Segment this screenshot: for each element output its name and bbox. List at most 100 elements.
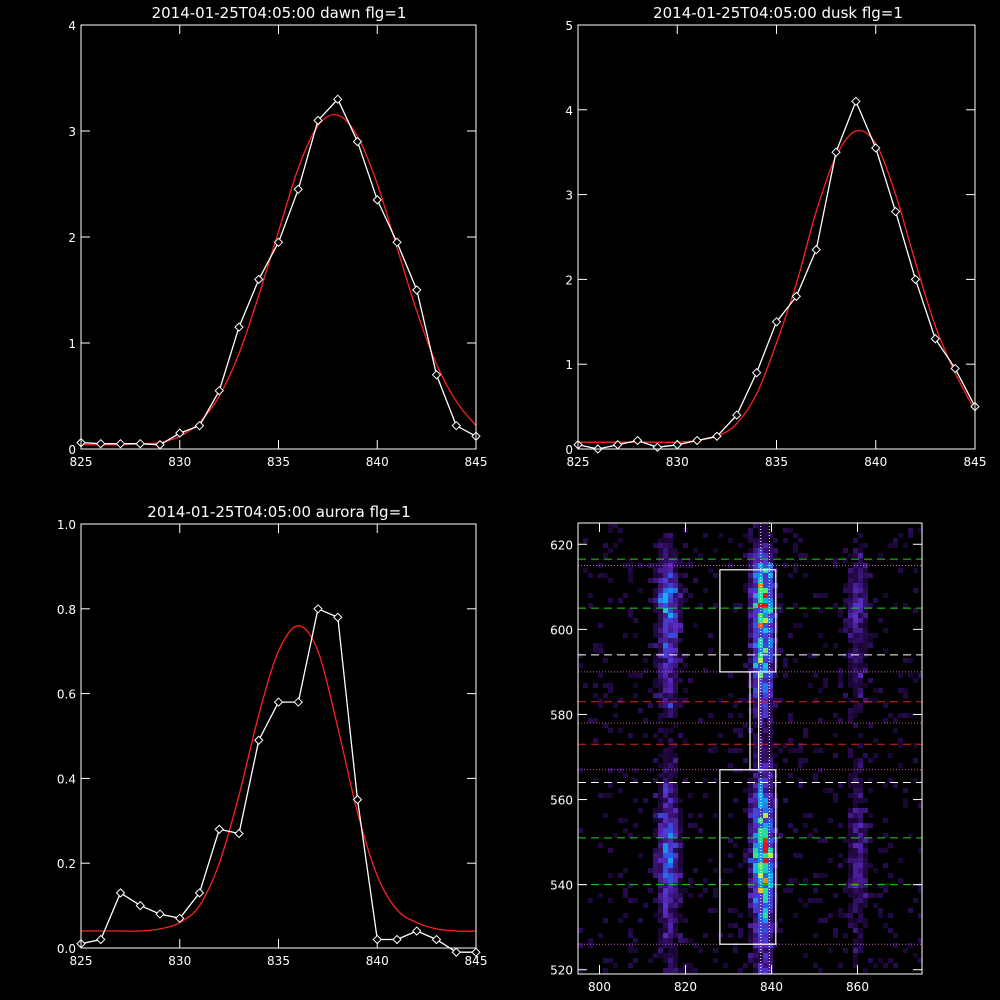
heatmap-cell: [658, 803, 663, 808]
heatmap-cell: [878, 848, 883, 853]
heatmap-cell: [858, 708, 863, 713]
heatmap-cell: [753, 653, 758, 658]
heatmap-cell: [813, 748, 818, 753]
heatmap-cell: [768, 788, 773, 793]
heatmap-cell: [818, 918, 823, 923]
dusk-data-point: [851, 96, 861, 107]
heatmap-cell: [713, 813, 718, 818]
heatmap-cell: [798, 743, 803, 748]
heatmap-cell: [673, 678, 678, 683]
heatmap-cell: [763, 718, 768, 723]
heatmap-cell: [763, 608, 768, 613]
heatmap-cell: [678, 573, 683, 578]
heatmap-cell: [753, 853, 758, 858]
heatmap-cell: [628, 573, 633, 578]
heatmap-cell: [838, 853, 843, 858]
heatmap-cell: [858, 808, 863, 813]
heatmap-cell: [673, 673, 678, 678]
heatmap-cell: [848, 853, 853, 858]
heatmap-cell: [663, 878, 668, 883]
heatmap-cell: [673, 798, 678, 803]
heatmap-cell: [753, 918, 758, 923]
heatmap-cell: [683, 563, 688, 568]
heatmap-cell: [863, 623, 868, 628]
heatmap-cell: [768, 613, 773, 618]
heatmap-cell: [853, 818, 858, 823]
heatmap-cell: [608, 683, 613, 688]
dawn-ytick-label: 2: [68, 231, 76, 245]
heatmap-cell: [663, 673, 668, 678]
heatmap-cell: [698, 553, 703, 558]
heatmap-cell: [863, 593, 868, 598]
heatmap-cell: [713, 743, 718, 748]
heatmap-cell: [848, 648, 853, 653]
heatmap-cell: [728, 813, 733, 818]
heatmap-cell: [753, 658, 758, 663]
heatmap-cell: [668, 713, 673, 718]
heatmap-cell: [663, 598, 668, 603]
heatmap-cell: [828, 913, 833, 918]
heatmap-cell: [623, 773, 628, 778]
heatmap-cell: [823, 593, 828, 598]
heatmap-cell: [748, 898, 753, 903]
aurora-data-point: [313, 604, 323, 614]
heatmap-cell: [673, 713, 678, 718]
heatmap-cell: [848, 658, 853, 663]
heatmap-cell: [663, 648, 668, 653]
heatmap-cell: [858, 918, 863, 923]
heatmap-cell: [768, 698, 773, 703]
heatmap-cell: [643, 658, 648, 663]
heatmap-cell: [903, 788, 908, 793]
dusk-data-point: [632, 435, 643, 446]
heatmap-cell: [673, 863, 678, 868]
heatmap-cell: [853, 763, 858, 768]
heatmap-cell: [863, 893, 868, 898]
heatmap-cell: [858, 558, 863, 563]
aurora-data-point: [333, 612, 343, 622]
heatmap-cell: [768, 608, 773, 613]
heatmap-cell: [768, 813, 773, 818]
heatmap-xtick-label: 860: [846, 980, 869, 994]
heatmap-cell: [758, 903, 763, 908]
heatmap-cell: [738, 968, 743, 973]
heatmap-cell: [763, 528, 768, 533]
heatmap-cell: [853, 823, 858, 828]
heatmap-cell: [753, 723, 758, 728]
heatmap-cell: [578, 968, 583, 973]
dusk-ytick-label: 5: [565, 19, 573, 33]
aurora-data-point: [214, 824, 224, 834]
heatmap-cell: [753, 703, 758, 708]
heatmap-cell: [653, 858, 658, 863]
heatmap-xtick-label: 800: [588, 980, 611, 994]
heatmap-cell: [758, 783, 763, 788]
heatmap-cell: [768, 793, 773, 798]
heatmap-cell: [768, 818, 773, 823]
heatmap-cell: [628, 673, 633, 678]
heatmap-cell: [763, 823, 768, 828]
heatmap-cell: [688, 593, 693, 598]
heatmap-cell: [713, 548, 718, 553]
heatmap-cell: [658, 663, 663, 668]
heatmap-cell: [768, 733, 773, 738]
heatmap-cell: [893, 728, 898, 733]
heatmap-cell: [663, 783, 668, 788]
heatmap-cell: [763, 603, 768, 608]
heatmap-cell: [918, 883, 922, 888]
heatmap-cell: [758, 823, 763, 828]
heatmap-cell: [658, 668, 663, 673]
heatmap-cell: [768, 928, 773, 933]
heatmap-cell: [678, 623, 683, 628]
heatmap-cell: [858, 608, 863, 613]
heatmap-cell: [748, 618, 753, 623]
heatmap-cell: [763, 933, 768, 938]
heatmap-cell: [663, 968, 668, 973]
heatmap-cell: [658, 808, 663, 813]
heatmap-cell: [608, 793, 613, 798]
heatmap-cell: [663, 758, 668, 763]
heatmap-cell: [758, 958, 763, 963]
heatmap-cell: [763, 783, 768, 788]
heatmap-cell: [613, 713, 618, 718]
heatmap-cell: [643, 903, 648, 908]
heatmap-cell: [788, 633, 793, 638]
heatmap-cell: [653, 733, 658, 738]
